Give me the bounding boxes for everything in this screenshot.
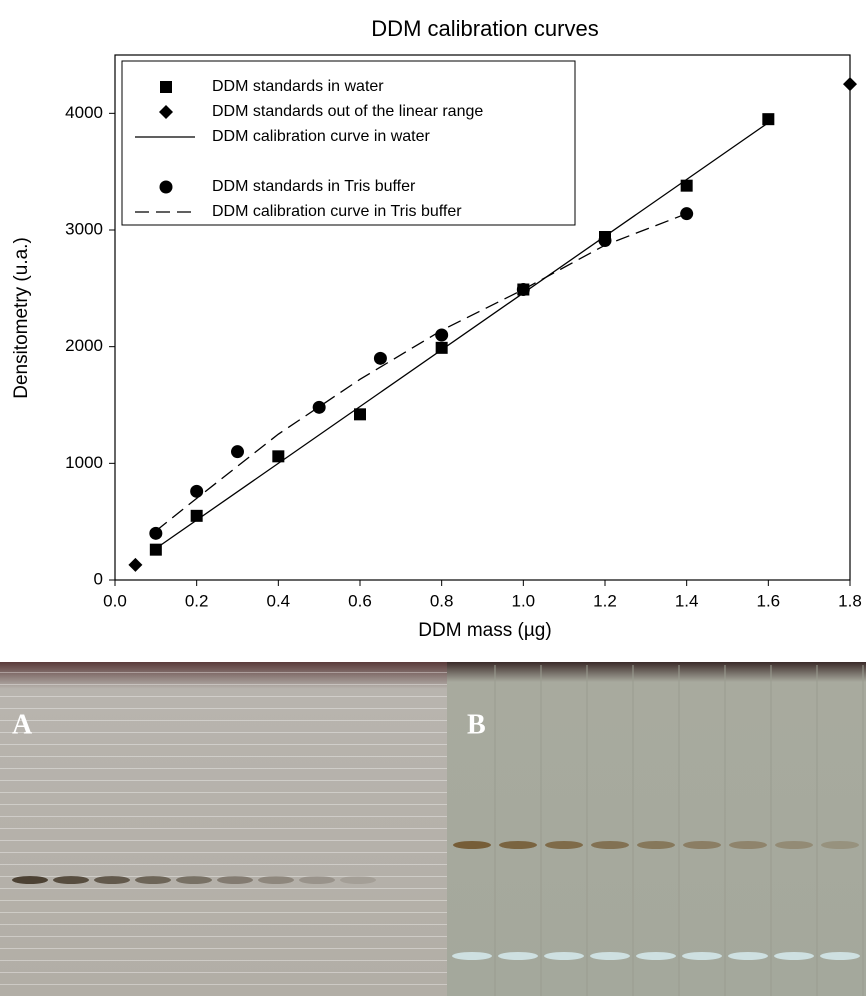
spot [499,841,537,849]
x-axis-label: DDM mass (µg) [418,620,551,641]
spot [544,952,584,960]
marker [190,509,203,522]
spot [590,952,630,960]
spot [683,841,721,849]
spot [258,876,294,884]
x-tick-label: 1.4 [675,591,699,610]
legend-swatch [159,105,173,119]
spot [636,952,676,960]
marker [312,400,326,414]
spot [176,876,212,884]
spot [452,952,492,960]
spot [821,841,859,849]
line-series [155,122,769,550]
spot [774,952,814,960]
line-series [155,213,687,532]
x-tick-label: 0.8 [430,591,454,610]
marker [680,179,693,192]
spot [682,952,722,960]
marker [231,445,244,459]
plot-frame [114,54,851,581]
spot [637,841,675,849]
photo-panel: A [0,662,447,996]
legend-label: DDM calibration curve in Tris buffer [212,203,462,220]
marker [435,328,449,342]
marker [843,77,857,92]
legend-label: DDM standards in water [212,78,384,95]
marker [354,408,366,421]
marker [762,113,775,126]
spot [728,952,768,960]
marker [190,484,204,498]
legend-label: DDM standards in Tris buffer [212,178,416,195]
marker [272,450,285,463]
spot [217,876,253,884]
marker [373,351,387,365]
spot [94,876,130,884]
x-tick-label: 1.2 [593,591,617,610]
marker [516,283,530,296]
y-tick-label: 4000 [65,103,103,122]
spot [340,876,376,884]
spot [545,841,583,849]
spot [775,841,813,849]
y-tick-label: 0 [94,569,103,588]
marker [680,207,694,221]
spot [53,876,89,884]
x-tick-label: 0.4 [267,591,291,610]
panel-label: A [12,709,33,740]
photo-panel: B [447,662,866,996]
panel-label: B [467,709,486,740]
y-tick-label: 3000 [65,219,103,238]
x-tick-label: 1.8 [838,591,862,610]
y-axis-label: Densitometry (u.a.) [11,237,32,399]
spot [135,876,171,884]
spot [299,876,335,884]
x-tick-label: 1.6 [757,591,781,610]
spot [453,841,491,849]
legend-label: DDM standards out of the linear range [212,103,483,120]
spot [820,952,860,960]
marker [149,543,162,556]
spot [12,876,48,884]
x-tick-label: 0.0 [103,591,127,610]
y-tick-label: 2000 [65,336,103,355]
legend-box [121,60,576,226]
spot [498,952,538,960]
marker [598,234,612,247]
chart-title: DDM calibration curves [371,16,598,41]
legend-swatch [160,81,172,93]
marker [435,341,448,354]
x-tick-label: 0.2 [185,591,209,610]
spot [729,841,767,849]
x-tick-label: 0.6 [348,591,372,610]
spot [591,841,629,849]
x-tick-label: 1.0 [512,591,536,610]
legend-swatch [159,180,173,194]
y-tick-label: 1000 [65,453,103,472]
marker [149,526,163,540]
legend-label: DDM calibration curve in water [212,128,431,145]
marker [128,557,143,572]
